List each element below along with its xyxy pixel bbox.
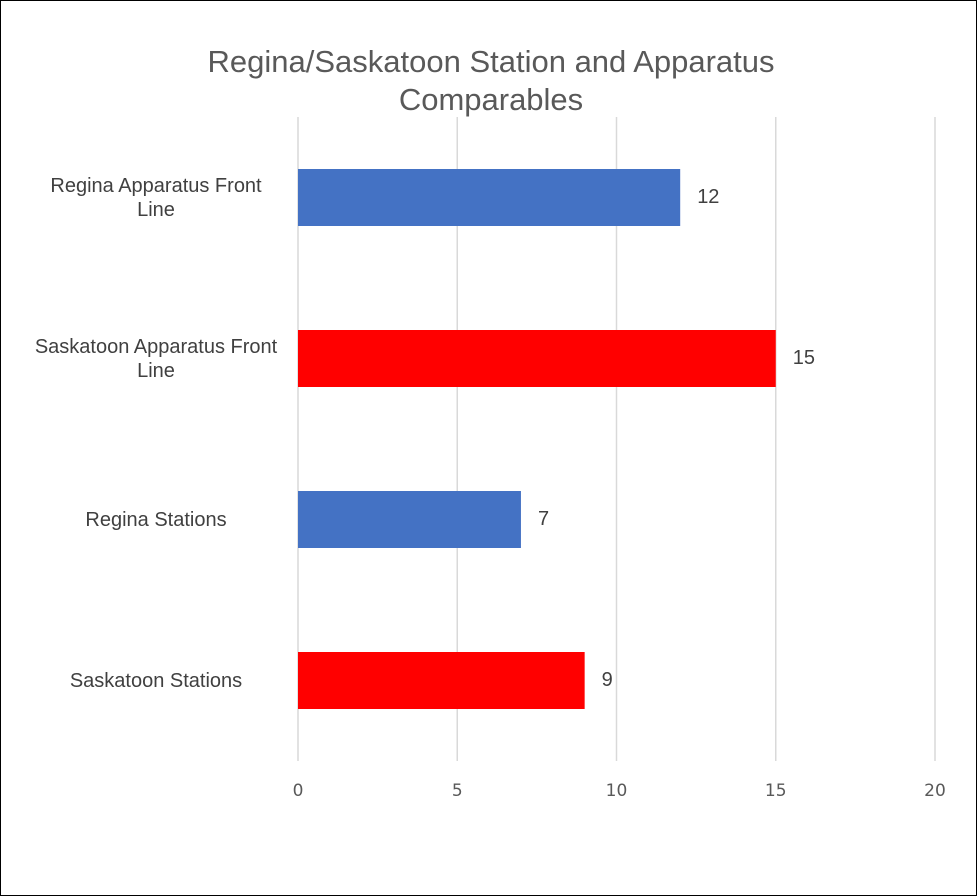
bar — [298, 652, 585, 709]
x-tick-label: 15 — [765, 781, 787, 801]
chart-title: Regina/Saskatoon Station and Apparatus C… — [207, 44, 775, 117]
x-tick-label: 20 — [924, 781, 946, 801]
y-tick-label: Saskatoon Apparatus Front Line — [34, 335, 278, 382]
data-label: 15 — [793, 347, 815, 369]
x-tick-label: 0 — [293, 781, 304, 801]
data-label: 7 — [538, 508, 549, 530]
data-label: 9 — [602, 669, 613, 691]
x-tick-label: 5 — [452, 781, 463, 801]
y-tick-label: Regina Apparatus Front Line — [50, 174, 262, 221]
y-tick-label: Regina Stations — [85, 508, 227, 531]
bar — [298, 330, 776, 387]
x-tick-label: 10 — [606, 781, 628, 801]
data-label: 12 — [697, 186, 719, 208]
bar — [298, 169, 681, 226]
y-tick-label: Saskatoon Stations — [69, 669, 243, 692]
bar — [298, 491, 521, 548]
